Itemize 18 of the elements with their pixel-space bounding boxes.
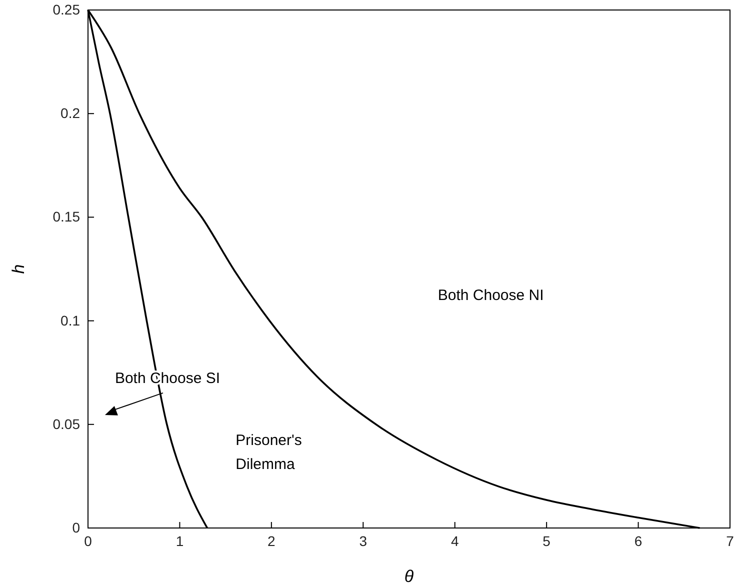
x-tick-label: 0 — [84, 532, 92, 549]
x-tick-label: 4 — [450, 532, 459, 549]
x-tick-label: 1 — [176, 532, 184, 549]
x-tick-label: 6 — [634, 532, 642, 549]
y-tick-label: 0 — [72, 519, 80, 536]
x-tick-label: 5 — [542, 532, 551, 549]
x-tick-label: 2 — [268, 532, 276, 549]
y-tick-label: 0.05 — [52, 416, 80, 432]
annotation: Prisoner's Dilemma — [236, 432, 302, 474]
y-tick-label: 0.2 — [60, 105, 80, 122]
y-tick-label: 0.15 — [52, 208, 80, 225]
x-axis-title: θ — [404, 567, 414, 586]
y-tick-label: 0.25 — [52, 1, 80, 18]
annotation: Both Choose NI — [438, 287, 544, 304]
y-axis-title: h — [9, 264, 28, 274]
y-tick-label: 0.1 — [60, 312, 80, 328]
x-tick-label: 7 — [726, 532, 734, 549]
x-tick-label: 3 — [359, 532, 368, 549]
